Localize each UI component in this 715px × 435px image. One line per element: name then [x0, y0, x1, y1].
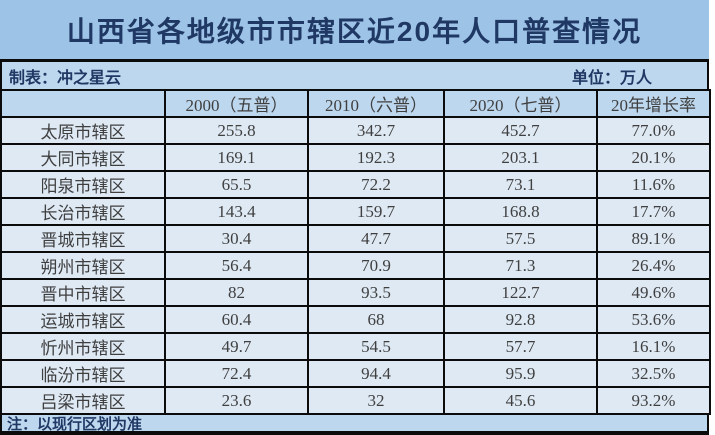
- cell-value: 26.4%: [596, 251, 711, 280]
- cell-value: 159.7: [307, 197, 445, 226]
- header-cell-census-2000: 2000（五普）: [164, 89, 309, 118]
- cell-value: 93.5: [307, 278, 445, 307]
- cell-value: 23.6: [164, 386, 309, 415]
- table-row: 太原市辖区 255.8 342.7 452.7 77.0%: [0, 116, 711, 145]
- table-row: 忻州市辖区 49.7 54.5 57.7 16.1%: [0, 332, 711, 361]
- cell-value: 82: [164, 278, 309, 307]
- cell-value: 72.2: [307, 170, 445, 199]
- cell-region-name: 晋城市辖区: [0, 224, 166, 253]
- cell-value: 169.1: [164, 143, 309, 172]
- cell-value: 65.5: [164, 170, 309, 199]
- cell-value: 16.1%: [596, 332, 711, 361]
- header-cell-growth-rate: 20年增长率: [596, 89, 711, 118]
- cell-region-name: 太原市辖区: [0, 116, 166, 145]
- table-body: 太原市辖区 255.8 342.7 452.7 77.0% 大同市辖区 169.1 192.3…: [0, 116, 711, 415]
- cell-value: 57.5: [443, 224, 598, 253]
- cell-value: 122.7: [443, 278, 598, 307]
- cell-value: 71.3: [443, 251, 598, 280]
- cell-value: 95.9: [443, 359, 598, 388]
- footnote: 注：以现行区划为准: [0, 415, 709, 435]
- cell-value: 20.1%: [596, 143, 711, 172]
- cell-value: 11.6%: [596, 170, 711, 199]
- page-title: 山西省各地级市市辖区近20年人口普查情况: [0, 0, 709, 62]
- census-table: 2000（五普） 2010（六普） 2020（七普） 20年增长率 太原市辖区 2…: [0, 89, 711, 415]
- cell-region-name: 晋中市辖区: [0, 278, 166, 307]
- cell-value: 30.4: [164, 224, 309, 253]
- cell-value: 94.4: [307, 359, 445, 388]
- cell-value: 70.9: [307, 251, 445, 280]
- cell-value: 168.8: [443, 197, 598, 226]
- cell-value: 255.8: [164, 116, 309, 145]
- cell-region-name: 长治市辖区: [0, 197, 166, 226]
- cell-value: 452.7: [443, 116, 598, 145]
- cell-value: 68: [307, 305, 445, 334]
- cell-value: 72.4: [164, 359, 309, 388]
- cell-value: 77.0%: [596, 116, 711, 145]
- table-row: 吕梁市辖区 23.6 32 45.6 93.2%: [0, 386, 711, 415]
- cell-value: 92.8: [443, 305, 598, 334]
- cell-region-name: 运城市辖区: [0, 305, 166, 334]
- cell-value: 60.4: [164, 305, 309, 334]
- cell-value: 17.7%: [596, 197, 711, 226]
- cell-region-name: 阳泉市辖区: [0, 170, 166, 199]
- table-row: 运城市辖区 60.4 68 92.8 53.6%: [0, 305, 711, 334]
- table-row: 临汾市辖区 72.4 94.4 95.9 32.5%: [0, 359, 711, 388]
- table-row: 晋中市辖区 82 93.5 122.7 49.6%: [0, 278, 711, 307]
- cell-value: 143.4: [164, 197, 309, 226]
- header-row: 2000（五普） 2010（六普） 2020（七普） 20年增长率: [0, 89, 711, 118]
- cell-value: 47.7: [307, 224, 445, 253]
- cell-value: 73.1: [443, 170, 598, 199]
- cell-value: 89.1%: [596, 224, 711, 253]
- cell-value: 54.5: [307, 332, 445, 361]
- cell-value: 49.6%: [596, 278, 711, 307]
- cell-value: 342.7: [307, 116, 445, 145]
- cell-region-name: 吕梁市辖区: [0, 386, 166, 415]
- table-row: 晋城市辖区 30.4 47.7 57.5 89.1%: [0, 224, 711, 253]
- cell-value: 45.6: [443, 386, 598, 415]
- cell-region-name: 忻州市辖区: [0, 332, 166, 361]
- header-cell-census-2010: 2010（六普）: [307, 89, 445, 118]
- cell-value: 32: [307, 386, 445, 415]
- cell-region-name: 大同市辖区: [0, 143, 166, 172]
- table-row: 朔州市辖区 56.4 70.9 71.3 26.4%: [0, 251, 711, 280]
- header-cell-census-2020: 2020（七普）: [443, 89, 598, 118]
- cell-value: 57.7: [443, 332, 598, 361]
- cell-value: 56.4: [164, 251, 309, 280]
- cell-value: 32.5%: [596, 359, 711, 388]
- cell-value: 49.7: [164, 332, 309, 361]
- cell-value: 93.2%: [596, 386, 711, 415]
- meta-row: 制表：冲之星云 单位：万人: [0, 62, 709, 89]
- table-row: 大同市辖区 169.1 192.3 203.1 20.1%: [0, 143, 711, 172]
- cell-region-name: 临汾市辖区: [0, 359, 166, 388]
- cell-value: 53.6%: [596, 305, 711, 334]
- cell-region-name: 朔州市辖区: [0, 251, 166, 280]
- unit-label: 单位：万人: [571, 69, 652, 87]
- table-row: 阳泉市辖区 65.5 72.2 73.1 11.6%: [0, 170, 711, 199]
- header-cell-region: [0, 89, 166, 118]
- table-author-label: 制表：冲之星云: [9, 69, 122, 87]
- table-row: 长治市辖区 143.4 159.7 168.8 17.7%: [0, 197, 711, 226]
- cell-value: 192.3: [307, 143, 445, 172]
- cell-value: 203.1: [443, 143, 598, 172]
